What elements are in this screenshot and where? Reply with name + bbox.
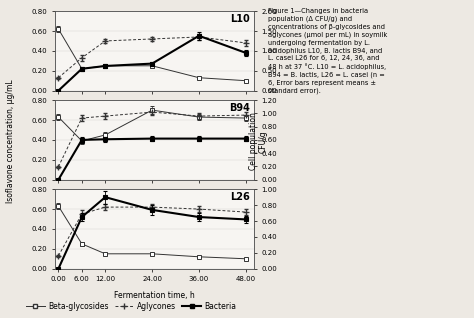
Legend: Beta-glycosides, Aglycones, Bacteria: Beta-glycosides, Aglycones, Bacteria: [23, 299, 239, 314]
Text: B94: B94: [229, 103, 250, 113]
Text: Isoflavone concentration, μg/mL: Isoflavone concentration, μg/mL: [6, 80, 15, 203]
Text: Cell population
CFU/g: Cell population CFU/g: [249, 113, 268, 170]
Text: Fermentation time, h: Fermentation time, h: [114, 291, 194, 300]
Text: L10: L10: [230, 14, 250, 24]
Text: Figure 1—Changes in bacteria
population (Δ CFU/g) and
concentrations of β-glycos: Figure 1—Changes in bacteria population …: [268, 8, 387, 94]
Text: L26: L26: [230, 192, 250, 202]
